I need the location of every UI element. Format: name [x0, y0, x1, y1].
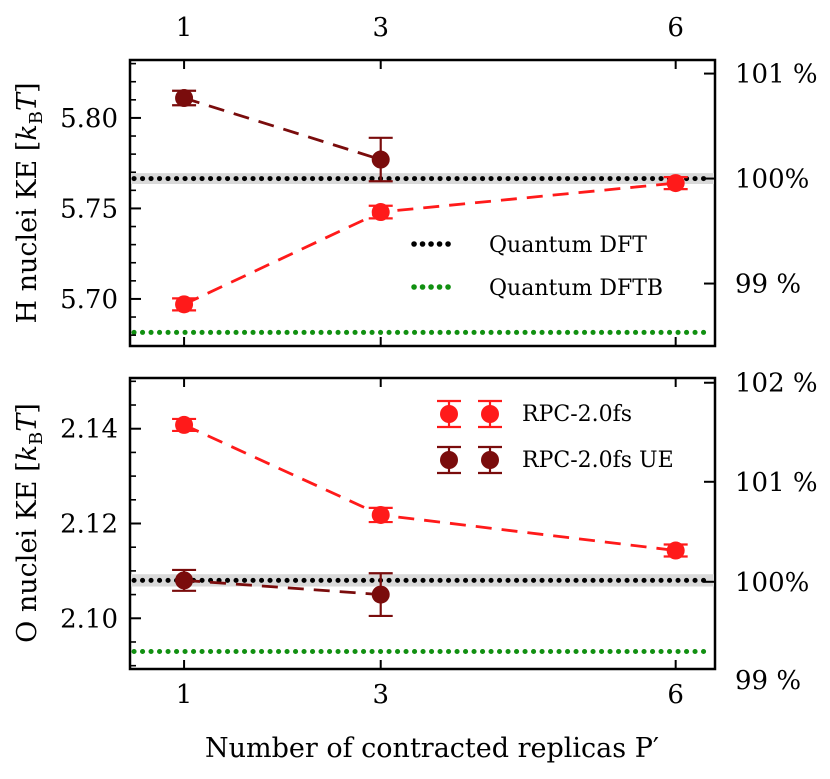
x-tick-label-bottom: 3 [372, 680, 389, 710]
series-rpc-marker [371, 203, 390, 222]
series-rpc-ue-marker [371, 585, 390, 604]
legend-label-rpc: RPC-2.0fs [522, 402, 632, 427]
series-rpc-ue-marker [175, 89, 194, 108]
y-tick-label: 5.80 [60, 104, 118, 134]
legend-marker [481, 405, 499, 423]
y2-tick-label: 101 % [735, 468, 818, 498]
series-rpc-marker [175, 295, 194, 314]
legend-marker [440, 405, 458, 423]
y-tick-label: 2.14 [60, 415, 118, 445]
series-rpc-marker [666, 541, 685, 560]
y-tick-label: 5.70 [60, 285, 118, 315]
x-tick-label-top: 1 [176, 13, 193, 43]
series-rpc-marker [175, 415, 194, 434]
series-rpc-marker [371, 505, 390, 524]
y2-tick-label: 101 % [735, 60, 818, 90]
y-tick-label: 2.10 [60, 604, 118, 634]
plot-frame-top [128, 58, 717, 348]
y-axis-label-o: O nuclei KE [kBT] [12, 403, 47, 643]
series-rpc-ue-marker [175, 571, 194, 590]
legend-label-dft: Quantum DFT [489, 233, 647, 258]
legend-marker [440, 451, 458, 469]
legend-bottom: RPC-2.0fs RPC-2.0fs UE [437, 399, 674, 475]
y-axis-label-h: H nuclei KE [kBT] [12, 82, 47, 323]
panel-h-nuclei: 1 3 6 5.70 5.75 5.80 99 % 100% 101 % H n… [12, 13, 818, 348]
y2-tick-label: 100% [735, 165, 809, 195]
y2-tick-label: 99 % [735, 666, 801, 696]
y2-tick-label: 100% [735, 568, 809, 598]
series-rpc-ue-line [183, 578, 381, 596]
legend-label-dftb: Quantum DFTB [489, 276, 663, 301]
legend-marker-rpc [437, 399, 502, 429]
x-tick-label-top: 6 [667, 13, 684, 43]
x-axis-label: Number of contracted replicas P′ [205, 733, 659, 764]
x-tick-label-bottom: 1 [176, 680, 193, 710]
y2-tick-label: 102 % [735, 369, 818, 399]
x-tick-label-top: 3 [372, 13, 389, 43]
panel-o-nuclei: 1 3 6 2.10 2.12 2.14 99 % 100% 101 % 102… [12, 369, 818, 710]
legend-label-rpc-ue: RPC-2.0fs UE [522, 448, 674, 473]
y-tick-label: 5.75 [60, 194, 118, 224]
x-tick-label-bottom: 6 [667, 680, 684, 710]
legend-top: Quantum DFT Quantum DFTB [411, 233, 663, 301]
legend-marker [481, 451, 499, 469]
y2-tick-label: 99 % [735, 270, 801, 300]
y-tick-label: 2.12 [60, 510, 118, 540]
series-rpc-marker [666, 174, 685, 193]
series-rpc-line [183, 423, 676, 552]
series-rpc-ue-line [183, 96, 382, 161]
legend-marker-rpc-ue [437, 445, 502, 475]
series-rpc-ue-marker [371, 150, 390, 169]
